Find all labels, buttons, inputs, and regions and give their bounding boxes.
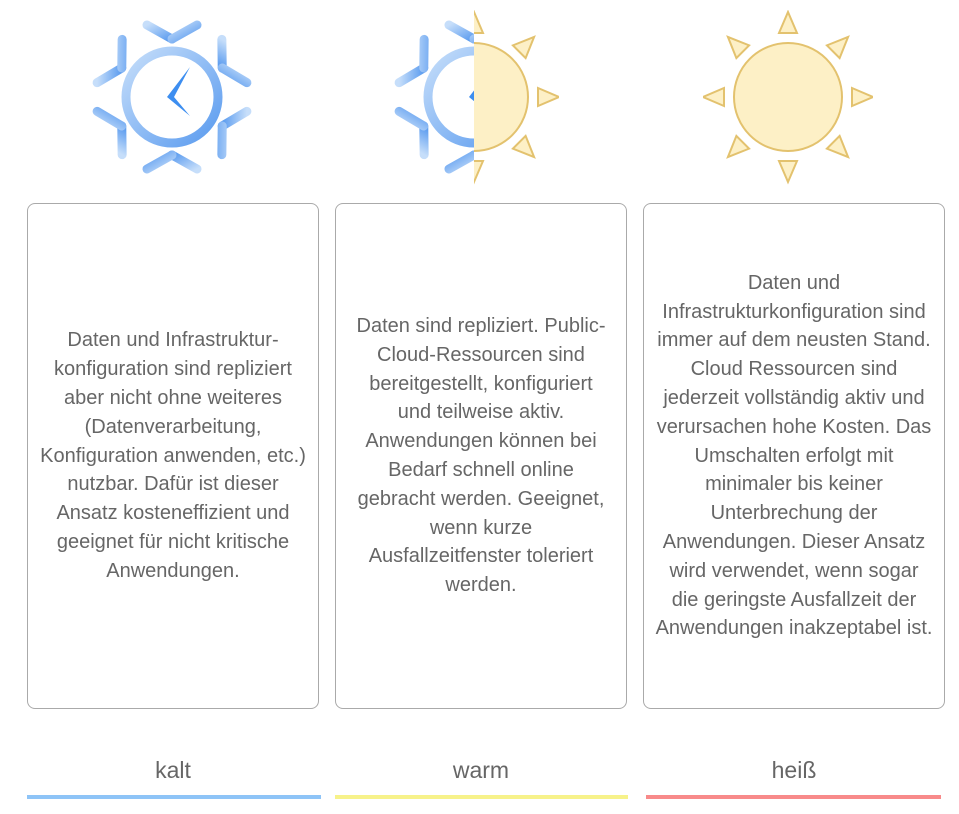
- heiss-color-bar: [646, 795, 941, 799]
- warm-color-bar: [335, 795, 628, 799]
- kalt-description: Daten und Infrastruktur-konfiguration si…: [40, 329, 306, 582]
- kalt-color-bar: [27, 795, 321, 799]
- kalt-label: kalt: [155, 757, 191, 783]
- heiss-description-box: Daten und Infrastrukturkonfiguration sin…: [643, 203, 945, 709]
- heiss-label: heiß: [771, 757, 817, 783]
- kalt-description-box: Daten und Infrastruktur-konfiguration si…: [27, 203, 319, 709]
- sun-icon: [703, 10, 873, 190]
- heiss-description: Daten und Infrastrukturkonfiguration sin…: [655, 271, 933, 640]
- warm-description: Daten sind repliziert. Public-Cloud-Ress…: [356, 315, 606, 597]
- warm-label: warm: [452, 757, 510, 783]
- snowflake-clock-icon: [87, 10, 257, 190]
- warm-description-box: Daten sind repliziert. Public-Cloud-Ress…: [335, 203, 627, 709]
- half-snowflake-half-sun-icon: [389, 10, 559, 190]
